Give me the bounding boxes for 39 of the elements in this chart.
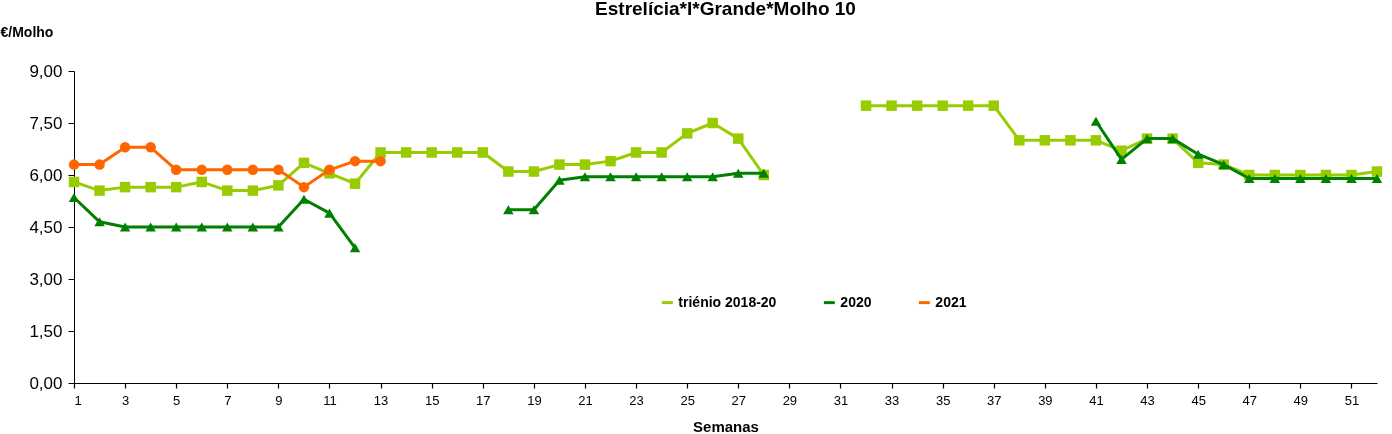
legend-label: 2021	[935, 293, 967, 310]
y-tick-label: 9,00	[29, 61, 63, 81]
x-tick-label: 35	[935, 392, 951, 408]
x-tick-label: 7	[224, 392, 232, 408]
x-tick-label: 41	[1089, 392, 1104, 408]
x-tick-label: 5	[173, 392, 181, 408]
legend-label: triénio 2018-20	[678, 293, 777, 310]
x-tick-label: 19	[527, 392, 542, 408]
x-tick-label: 23	[629, 392, 644, 408]
x-tick-label: 37	[987, 392, 1002, 408]
y-tick-label: 4,50	[29, 217, 63, 237]
x-tick-label: 43	[1140, 392, 1155, 408]
y-tick-label: 1,50	[29, 321, 63, 341]
x-tick-label: 13	[373, 392, 389, 408]
x-tick-label: 29	[782, 392, 798, 408]
y-tick-label: 3,00	[29, 269, 63, 289]
x-tick-label: 9	[275, 392, 283, 408]
chart-title: Estrelícia*I*Grande*Molho 10	[595, 0, 856, 19]
y-tick-label: 0,00	[29, 373, 63, 393]
x-tick-label: 17	[476, 392, 491, 408]
y-tick-label: 7,50	[29, 113, 63, 133]
x-tick-label: 11	[323, 392, 337, 408]
x-tick-label: 49	[1293, 392, 1309, 408]
x-tick-label: 33	[884, 392, 900, 408]
x-tick-label: 45	[1191, 392, 1206, 408]
x-tick-label: 25	[680, 392, 695, 408]
x-tick-label: 21	[578, 392, 593, 408]
x-tick-label: 47	[1242, 392, 1257, 408]
x-tick-label: 31	[833, 392, 849, 408]
x-tick-label: 39	[1038, 392, 1053, 408]
x-tick-label: 1	[74, 392, 82, 408]
x-tick-label: 51	[1344, 392, 1360, 408]
x-axis-title: Semanas	[693, 417, 759, 434]
x-tick-label: 27	[731, 392, 747, 408]
y-tick-label: 6,00	[29, 165, 63, 185]
y-axis-title: €/Molho	[0, 23, 54, 40]
legend-label: 2020	[840, 293, 872, 310]
x-tick-label: 3	[121, 392, 130, 408]
x-tick-label: 15	[424, 392, 440, 408]
